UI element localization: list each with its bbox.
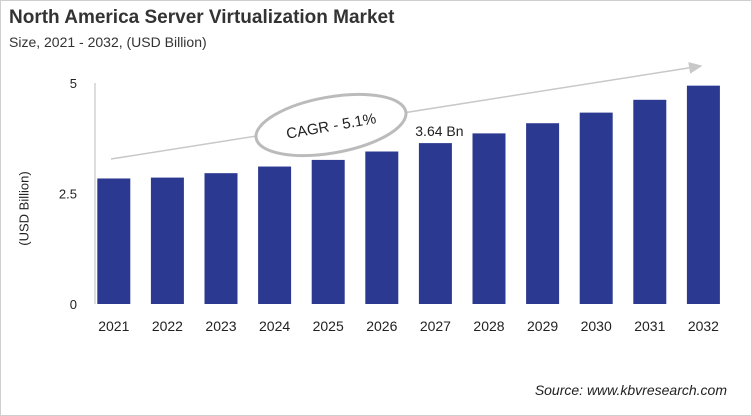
y-tick-label: 5: [70, 76, 77, 91]
x-tick-label: 2021: [98, 318, 129, 334]
bar-2022: [150, 177, 184, 304]
source-text: Source: www.kbvresearch.com: [534, 382, 727, 398]
y-tick-label: 2.5: [59, 187, 77, 202]
chart-subtitle: Size, 2021 - 2032, (USD Billion): [9, 34, 207, 50]
x-tick-label: 2024: [259, 318, 290, 334]
bar-2025: [311, 159, 345, 304]
x-tick-label: 2030: [581, 318, 612, 334]
x-tick-label: 2032: [688, 318, 719, 334]
x-tick-label: 2025: [313, 318, 344, 334]
x-tick-label: 2029: [527, 318, 558, 334]
x-tick-label: 2023: [205, 318, 236, 334]
bar-data-label: 3.64 Bn: [415, 123, 463, 139]
bar-2032: [686, 85, 720, 304]
bar-2024: [258, 166, 292, 304]
x-tick-label: 2028: [473, 318, 504, 334]
bar-2030: [579, 112, 613, 304]
x-tick-label: 2031: [634, 318, 665, 334]
x-tick-label: 2022: [152, 318, 183, 334]
bar-2029: [526, 123, 560, 304]
bar-2027: [418, 143, 452, 304]
bar-2023: [204, 173, 238, 304]
x-tick-label: 2027: [420, 318, 451, 334]
y-tick-label: 0: [70, 297, 77, 312]
x-tick-label: 2026: [366, 318, 397, 334]
bar-2031: [633, 99, 667, 305]
chart-title: North America Server Virtualization Mark…: [9, 7, 395, 28]
bar-2026: [365, 151, 399, 304]
bar-2028: [472, 133, 506, 304]
cagr-ellipse: [254, 92, 408, 158]
bar-2021: [97, 178, 131, 304]
